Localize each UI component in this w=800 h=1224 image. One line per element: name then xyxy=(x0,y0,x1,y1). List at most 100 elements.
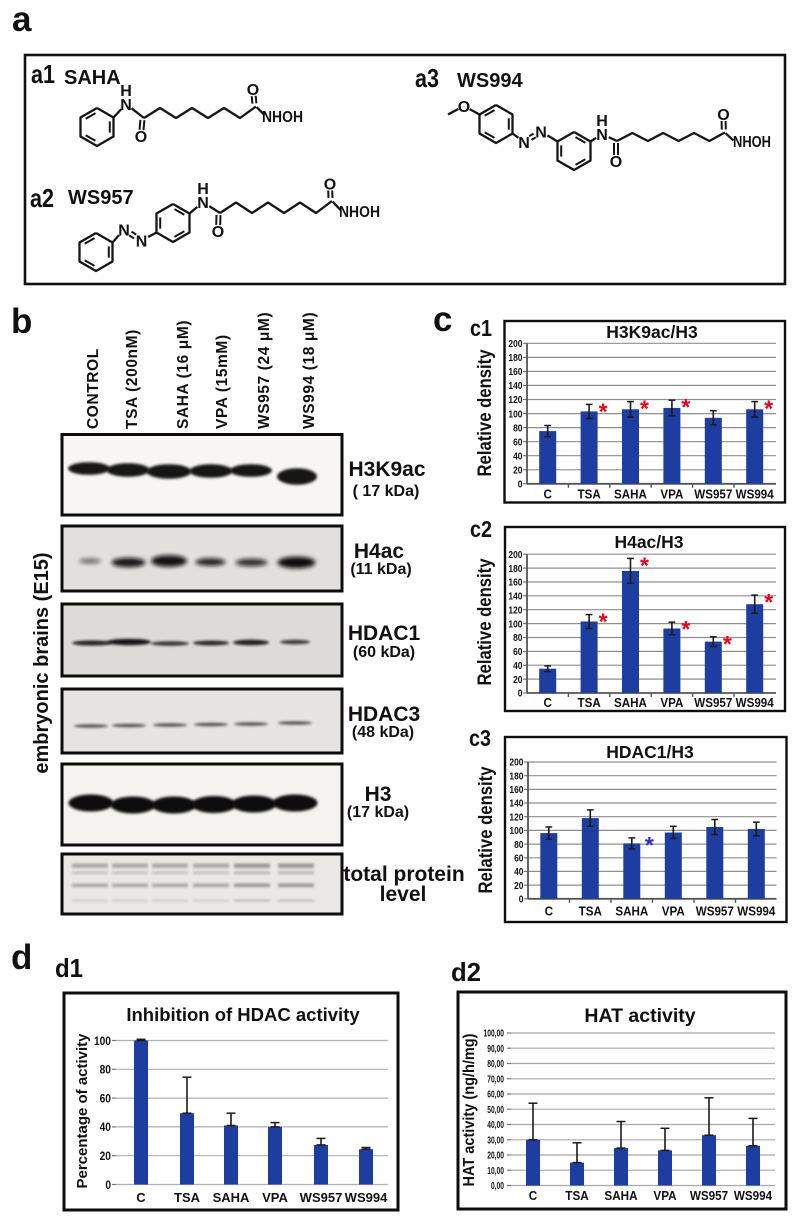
svg-text:60: 60 xyxy=(514,853,524,864)
svg-text:Relative density: Relative density xyxy=(476,766,497,893)
svg-text:40: 40 xyxy=(513,451,523,462)
svg-text:TSA: TSA xyxy=(579,905,602,919)
svg-text:*: * xyxy=(764,396,773,422)
svg-text:VPA (15mM): VPA (15mM) xyxy=(214,334,231,429)
svg-text:HDAC1/H3: HDAC1/H3 xyxy=(606,742,694,762)
svg-text:20: 20 xyxy=(513,465,523,476)
svg-text:c1: c1 xyxy=(470,315,492,341)
svg-text:200: 200 xyxy=(509,758,523,769)
svg-text:C: C xyxy=(544,488,552,502)
svg-text:c3: c3 xyxy=(469,725,491,751)
svg-text:*: * xyxy=(764,589,773,615)
svg-text:WS994: WS994 xyxy=(737,905,775,919)
svg-text:c: c xyxy=(433,300,452,339)
svg-text:*: * xyxy=(723,631,732,657)
svg-text:30,00: 30,00 xyxy=(487,1135,504,1146)
svg-text:0: 0 xyxy=(518,689,523,700)
svg-text:N: N xyxy=(535,124,547,141)
svg-text:140: 140 xyxy=(508,592,522,603)
svg-text:WS994 (18 μM): WS994 (18 μM) xyxy=(301,312,318,429)
svg-text:40: 40 xyxy=(100,1120,112,1134)
svg-text:WS994: WS994 xyxy=(734,1188,773,1203)
svg-text:a3: a3 xyxy=(415,63,439,93)
svg-text:SAHA (16 μM): SAHA (16 μM) xyxy=(175,320,192,429)
svg-text:0,00: 0,00 xyxy=(491,1181,504,1192)
svg-text:d1: d1 xyxy=(55,953,83,983)
svg-text:WS957: WS957 xyxy=(696,905,734,919)
svg-text:WS994: WS994 xyxy=(736,696,774,710)
svg-text:NHOH: NHOH xyxy=(262,109,303,126)
svg-text:HAT activity (ng/h/mg): HAT activity (ng/h/mg) xyxy=(461,1034,478,1187)
svg-text:C: C xyxy=(529,1188,538,1203)
svg-text:O: O xyxy=(610,154,622,171)
svg-text:a: a xyxy=(12,0,32,39)
svg-text:140: 140 xyxy=(509,799,523,810)
svg-text:O: O xyxy=(135,129,147,146)
svg-text:*: * xyxy=(681,394,690,420)
svg-text:C: C xyxy=(544,696,552,710)
svg-text:CONTROL: CONTROL xyxy=(85,348,102,429)
svg-text:O: O xyxy=(247,82,259,99)
svg-text:50,00: 50,00 xyxy=(487,1105,504,1116)
svg-text:NHOH: NHOH xyxy=(339,204,380,221)
svg-text:200: 200 xyxy=(508,550,522,561)
svg-text:VPA: VPA xyxy=(262,1190,288,1205)
svg-text:180: 180 xyxy=(509,771,523,782)
svg-text:Relative density: Relative density xyxy=(475,349,496,476)
svg-text:total protein: total protein xyxy=(343,863,464,886)
svg-text:*: * xyxy=(681,616,690,642)
svg-text:WS957 (24 μM): WS957 (24 μM) xyxy=(256,312,273,429)
svg-text:80: 80 xyxy=(100,1063,112,1077)
svg-text:C: C xyxy=(136,1190,146,1205)
svg-text:200: 200 xyxy=(508,339,522,350)
svg-text:VPA: VPA xyxy=(662,905,685,919)
svg-text:( 17 kDa): ( 17 kDa) xyxy=(353,483,420,500)
svg-text:NHOH: NHOH xyxy=(733,134,771,151)
svg-text:WS957: WS957 xyxy=(300,1190,343,1205)
svg-text:180: 180 xyxy=(508,353,522,364)
svg-text:70,00: 70,00 xyxy=(487,1074,504,1085)
svg-text:N: N xyxy=(518,135,530,152)
svg-text:H4ac/H3: H4ac/H3 xyxy=(614,532,683,552)
svg-text:H3K9ac: H3K9ac xyxy=(348,458,425,481)
svg-text:Percentage of activity: Percentage of activity xyxy=(74,1033,91,1189)
svg-text:C: C xyxy=(545,905,553,919)
svg-text:WS994: WS994 xyxy=(736,488,774,502)
svg-text:a2: a2 xyxy=(30,183,54,213)
svg-text:160: 160 xyxy=(508,367,522,378)
svg-text:H4ac: H4ac xyxy=(354,540,405,563)
svg-text:H: H xyxy=(197,181,209,198)
svg-text:80: 80 xyxy=(513,633,523,644)
svg-text:140: 140 xyxy=(508,381,522,392)
svg-text:SAHA: SAHA xyxy=(213,1190,250,1205)
svg-text:*: * xyxy=(640,552,649,578)
svg-text:O: O xyxy=(717,107,729,124)
svg-text:WS957: WS957 xyxy=(68,187,134,209)
svg-text:(17 kDa): (17 kDa) xyxy=(347,804,409,821)
svg-text:90,00: 90,00 xyxy=(487,1044,504,1055)
svg-text:0: 0 xyxy=(518,480,523,491)
svg-text:*: * xyxy=(599,609,608,635)
svg-text:100,00: 100,00 xyxy=(484,1029,505,1040)
svg-text:H3: H3 xyxy=(365,783,392,806)
svg-text:20,00: 20,00 xyxy=(487,1151,504,1162)
svg-text:WS957: WS957 xyxy=(690,1188,728,1203)
svg-text:TSA (200nM): TSA (200nM) xyxy=(124,329,141,429)
svg-text:Inhibition of HDAC activity: Inhibition of HDAC activity xyxy=(126,1004,360,1025)
svg-text:180: 180 xyxy=(508,564,522,575)
svg-text:(11 kDa): (11 kDa) xyxy=(350,561,411,578)
svg-text:TSA: TSA xyxy=(174,1190,201,1205)
svg-text:20: 20 xyxy=(100,1149,112,1163)
svg-text:10,00: 10,00 xyxy=(487,1166,504,1177)
svg-text:40: 40 xyxy=(514,867,524,878)
svg-text:40: 40 xyxy=(513,661,523,672)
svg-text:60: 60 xyxy=(100,1091,112,1105)
svg-text:HDAC1: HDAC1 xyxy=(348,622,421,645)
svg-text:d2: d2 xyxy=(451,957,481,987)
svg-text:O: O xyxy=(458,99,470,116)
svg-text:Relative density: Relative density xyxy=(475,558,496,685)
svg-text:20: 20 xyxy=(514,881,524,892)
svg-text:SAHA: SAHA xyxy=(614,488,647,502)
svg-text:*: * xyxy=(640,396,649,422)
svg-text:(48 kDa): (48 kDa) xyxy=(352,724,414,741)
